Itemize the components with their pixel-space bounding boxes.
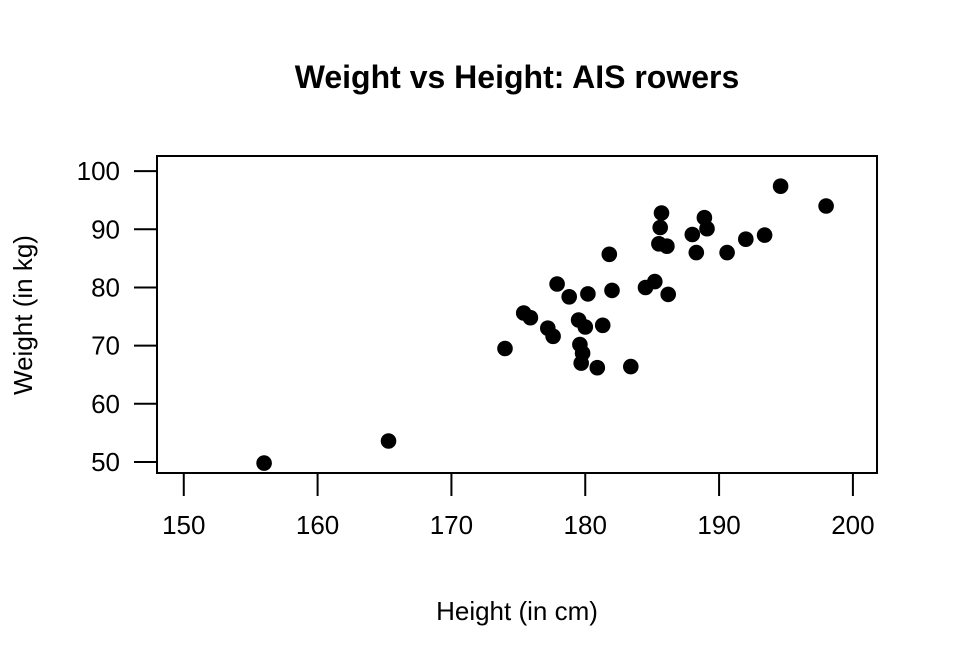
data-point [738,231,754,247]
y-tick-label: 50 [91,447,120,477]
data-point [594,317,611,334]
y-axis-label: Weight (in kg) [8,235,38,395]
data-point [601,246,618,263]
plot-border [156,155,878,474]
x-tick-label: 190 [697,510,740,540]
data-point [574,345,591,362]
data-point [653,205,670,221]
data-point [699,220,715,237]
y-tick-label: 90 [91,214,120,244]
data-point [684,226,701,243]
data-point [580,286,596,302]
y-tick-label: 80 [91,272,120,302]
data-point [623,358,639,375]
data-point [660,286,676,303]
data-point [549,276,565,292]
data-point [577,319,594,335]
y-tick-label: 60 [91,389,120,419]
x-tick-label: 160 [296,510,339,540]
chart-title: Weight vs Height: AIS rowers [294,59,740,95]
data-point [497,340,513,357]
data-point [719,244,735,261]
data-point [589,359,606,376]
data-point [688,244,705,261]
data-point [652,219,668,236]
x-tick-label: 170 [430,510,473,540]
data-point [561,289,577,305]
data-point [647,273,663,290]
x-tick-label: 200 [831,510,874,540]
data-point [659,238,675,254]
data-point [522,309,539,326]
x-axis-label: Height (in cm) [436,596,598,626]
data-point [772,178,789,194]
y-tick-label: 100 [77,156,120,186]
data-point [545,328,561,345]
y-tick-label: 70 [91,331,120,361]
x-tick-label: 150 [162,510,205,540]
data-point [604,282,620,299]
data-point [380,433,397,449]
x-tick-label: 180 [564,510,607,540]
data-point [818,198,834,214]
data-point [756,227,773,243]
data-point [256,455,272,471]
